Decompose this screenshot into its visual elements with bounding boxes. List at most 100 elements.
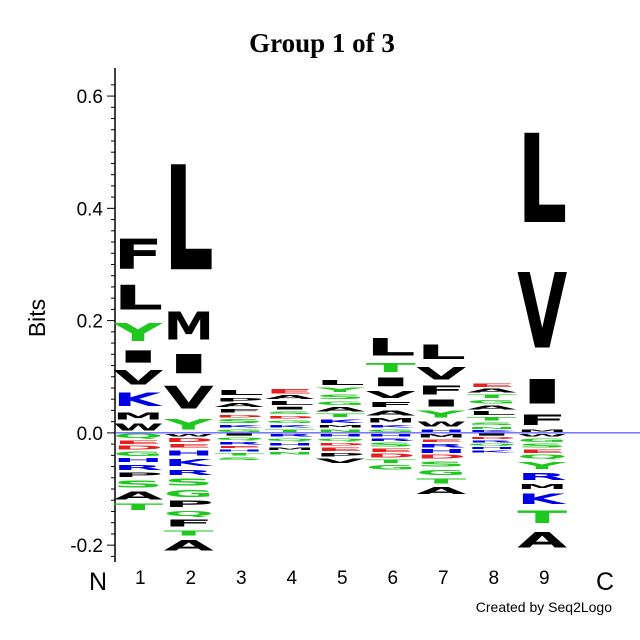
residue-letter-g: G xyxy=(366,428,416,432)
residue-letter-h: H xyxy=(366,433,416,437)
residue-letter-d: D xyxy=(113,445,163,451)
residue-letter-m: M xyxy=(265,446,315,450)
x-tick-label: 1 xyxy=(135,568,146,589)
residue-letter-r: R xyxy=(366,437,416,442)
residue-letter-k: K xyxy=(517,491,568,508)
residue-letter-t: T xyxy=(315,413,366,419)
x-tick-label: 2 xyxy=(185,568,196,589)
residue-letter-h: H xyxy=(315,433,365,437)
residue-letter-e: E xyxy=(265,388,315,395)
y-axis: -0.2 0.0 0.2 0.4 0.6 xyxy=(70,68,116,562)
residue-letter-w: W xyxy=(416,420,466,428)
y-axis-label: Bits xyxy=(24,299,50,337)
residue-letter-g: G xyxy=(467,399,517,405)
residue-letter-s: S xyxy=(265,410,315,415)
residue-letter-h: H xyxy=(467,446,517,449)
residue-letter-e: E xyxy=(214,445,264,448)
residue-letter-e: E xyxy=(164,443,214,449)
residue-letter-t: T xyxy=(265,428,316,432)
residue-letter-q: Q xyxy=(214,436,264,441)
residue-letter-m: M xyxy=(315,424,365,428)
residue-letter-r: R xyxy=(416,443,466,449)
residue-letter-i: I xyxy=(467,433,517,436)
residue-letter-r: R xyxy=(214,441,264,446)
residue-letter-l: L xyxy=(315,379,365,387)
x-tick-label: 3 xyxy=(236,568,247,589)
residue-letter-d: D xyxy=(265,415,315,419)
residue-letter-w: W xyxy=(517,433,567,438)
residue-letter-k: K xyxy=(315,418,366,424)
residue-letter-e: E xyxy=(315,446,365,452)
chart-title: Group 1 of 3 xyxy=(249,28,395,58)
y-tick-label: -0.2 xyxy=(70,536,103,557)
residue-letter-q: Q xyxy=(164,509,214,517)
residue-letter-y: Y xyxy=(163,416,214,433)
credit-text: Created by Seq2Logo xyxy=(476,599,612,615)
residue-letter-a: A xyxy=(467,405,518,411)
y-tick-label: 0.2 xyxy=(77,312,103,333)
residue-letter-q: Q xyxy=(517,454,567,460)
residue-letter-y: Y xyxy=(416,409,466,420)
residue-letter-l: L xyxy=(366,333,416,361)
residue-letter-d: D xyxy=(315,442,365,446)
residue-letter-m: M xyxy=(517,429,567,433)
residue-letter-q: Q xyxy=(467,443,517,446)
x-tick-label: 5 xyxy=(337,568,348,589)
residue-letter-k: K xyxy=(366,424,417,428)
residue-letter-p: P xyxy=(214,397,264,403)
residue-letter-m: M xyxy=(164,304,214,349)
residue-letter-g: G xyxy=(416,468,466,476)
residue-letter-p: P xyxy=(164,499,214,509)
residue-letter-i: I xyxy=(366,375,416,389)
residue-letter-n: N xyxy=(315,428,365,432)
residue-letter-s: S xyxy=(113,478,163,489)
c-terminal-label: C xyxy=(596,568,614,596)
residue-letter-h: H xyxy=(113,458,163,464)
residue-letter-n: N xyxy=(467,426,517,429)
residue-letter-s: S xyxy=(214,418,264,424)
residue-letter-s: S xyxy=(214,456,264,461)
residue-letter-k: K xyxy=(265,424,316,428)
residue-letter-q: Q xyxy=(265,437,315,442)
residue-letter-i: I xyxy=(113,347,163,367)
residue-letter-a: A xyxy=(315,406,366,413)
residue-letter-e: E xyxy=(517,449,567,455)
residue-letter-i: I xyxy=(265,406,315,410)
residue-letter-i: I xyxy=(164,349,214,380)
residue-letter-e: E xyxy=(467,382,517,388)
residue-letter-d: D xyxy=(164,437,214,443)
residue-letter-l: L xyxy=(164,136,214,304)
residue-letter-r: R xyxy=(517,471,567,482)
residue-letter-a: A xyxy=(164,538,214,555)
residue-letter-k: K xyxy=(467,430,518,433)
residue-letter-i: I xyxy=(517,373,567,412)
residue-letter-f: F xyxy=(214,408,264,414)
residue-letter-s: S xyxy=(164,477,214,488)
residue-letter-s: S xyxy=(416,460,466,468)
x-tick-label: 6 xyxy=(387,568,398,589)
residue-letter-l: L xyxy=(214,389,264,397)
residue-letter-v: V xyxy=(113,367,163,389)
residue-letter-s: S xyxy=(467,422,517,427)
y-tick-label: 0.0 xyxy=(77,424,103,445)
residue-letter-f: F xyxy=(366,401,416,409)
residue-letter-a: A xyxy=(366,409,417,417)
residue-letter-a: A xyxy=(265,395,316,401)
residue-letter-k: K xyxy=(467,450,518,453)
residue-letter-t: T xyxy=(467,394,518,400)
residue-letter-g: G xyxy=(214,428,264,432)
residue-letter-s: S xyxy=(366,442,416,448)
y-tick-label: 0.6 xyxy=(77,87,103,108)
residue-letter-s: S xyxy=(315,394,365,401)
y-tick-label: 0.4 xyxy=(77,199,104,220)
residue-letter-a: A xyxy=(517,528,568,553)
residue-letter-l: L xyxy=(265,400,315,406)
x-tick-label: 9 xyxy=(539,568,550,589)
residue-letter-h: H xyxy=(164,449,214,457)
residue-letter-q: Q xyxy=(315,437,365,442)
residue-letter-k: K xyxy=(113,389,163,410)
residue-letter-i: I xyxy=(416,398,466,409)
x-axis: 1 2 3 4 5 6 7 8 9 xyxy=(135,568,550,589)
residue-letter-p: P xyxy=(113,472,163,479)
